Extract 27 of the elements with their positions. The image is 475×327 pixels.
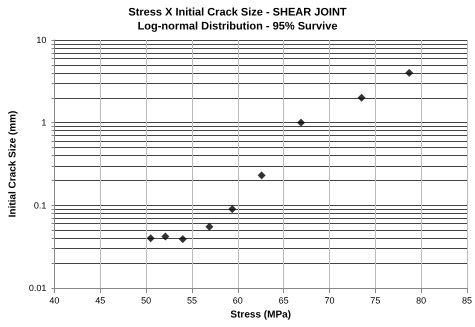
point: [146, 234, 155, 242]
point: [358, 94, 366, 102]
point: [228, 205, 236, 214]
x-tick-label: 45: [95, 296, 106, 306]
x-tick-label: 85: [462, 296, 472, 306]
y-axis-title: Initial Crack Size (mm): [8, 110, 18, 218]
x-tick-label: 50: [141, 296, 152, 306]
y-tick-label: 10: [36, 35, 46, 45]
point: [297, 118, 306, 127]
point: [405, 68, 414, 77]
y-tick-label: 0.01: [28, 283, 46, 293]
y-tick-label: 1: [41, 118, 46, 128]
x-tick-label: 65: [278, 296, 289, 306]
x-tick-label: 40: [49, 296, 60, 306]
x-tick-label: 75: [370, 296, 380, 306]
chart-subtitle: Log-normal Distribution - 95% Survive: [138, 20, 338, 32]
x-tick-label: 70: [324, 296, 334, 306]
x-axis-title: Stress (MPa): [230, 310, 291, 320]
chart-title: Stress X Initial Crack Size - SHEAR JOINT: [128, 6, 347, 18]
x-tick-label: 80: [416, 296, 426, 306]
x-tick-label: 55: [186, 296, 197, 306]
point: [161, 232, 170, 240]
y-tick-label: 0.1: [34, 200, 46, 210]
point: [258, 171, 266, 180]
x-tick-label: 60: [232, 296, 243, 306]
point: [205, 222, 214, 231]
point: [178, 235, 187, 244]
